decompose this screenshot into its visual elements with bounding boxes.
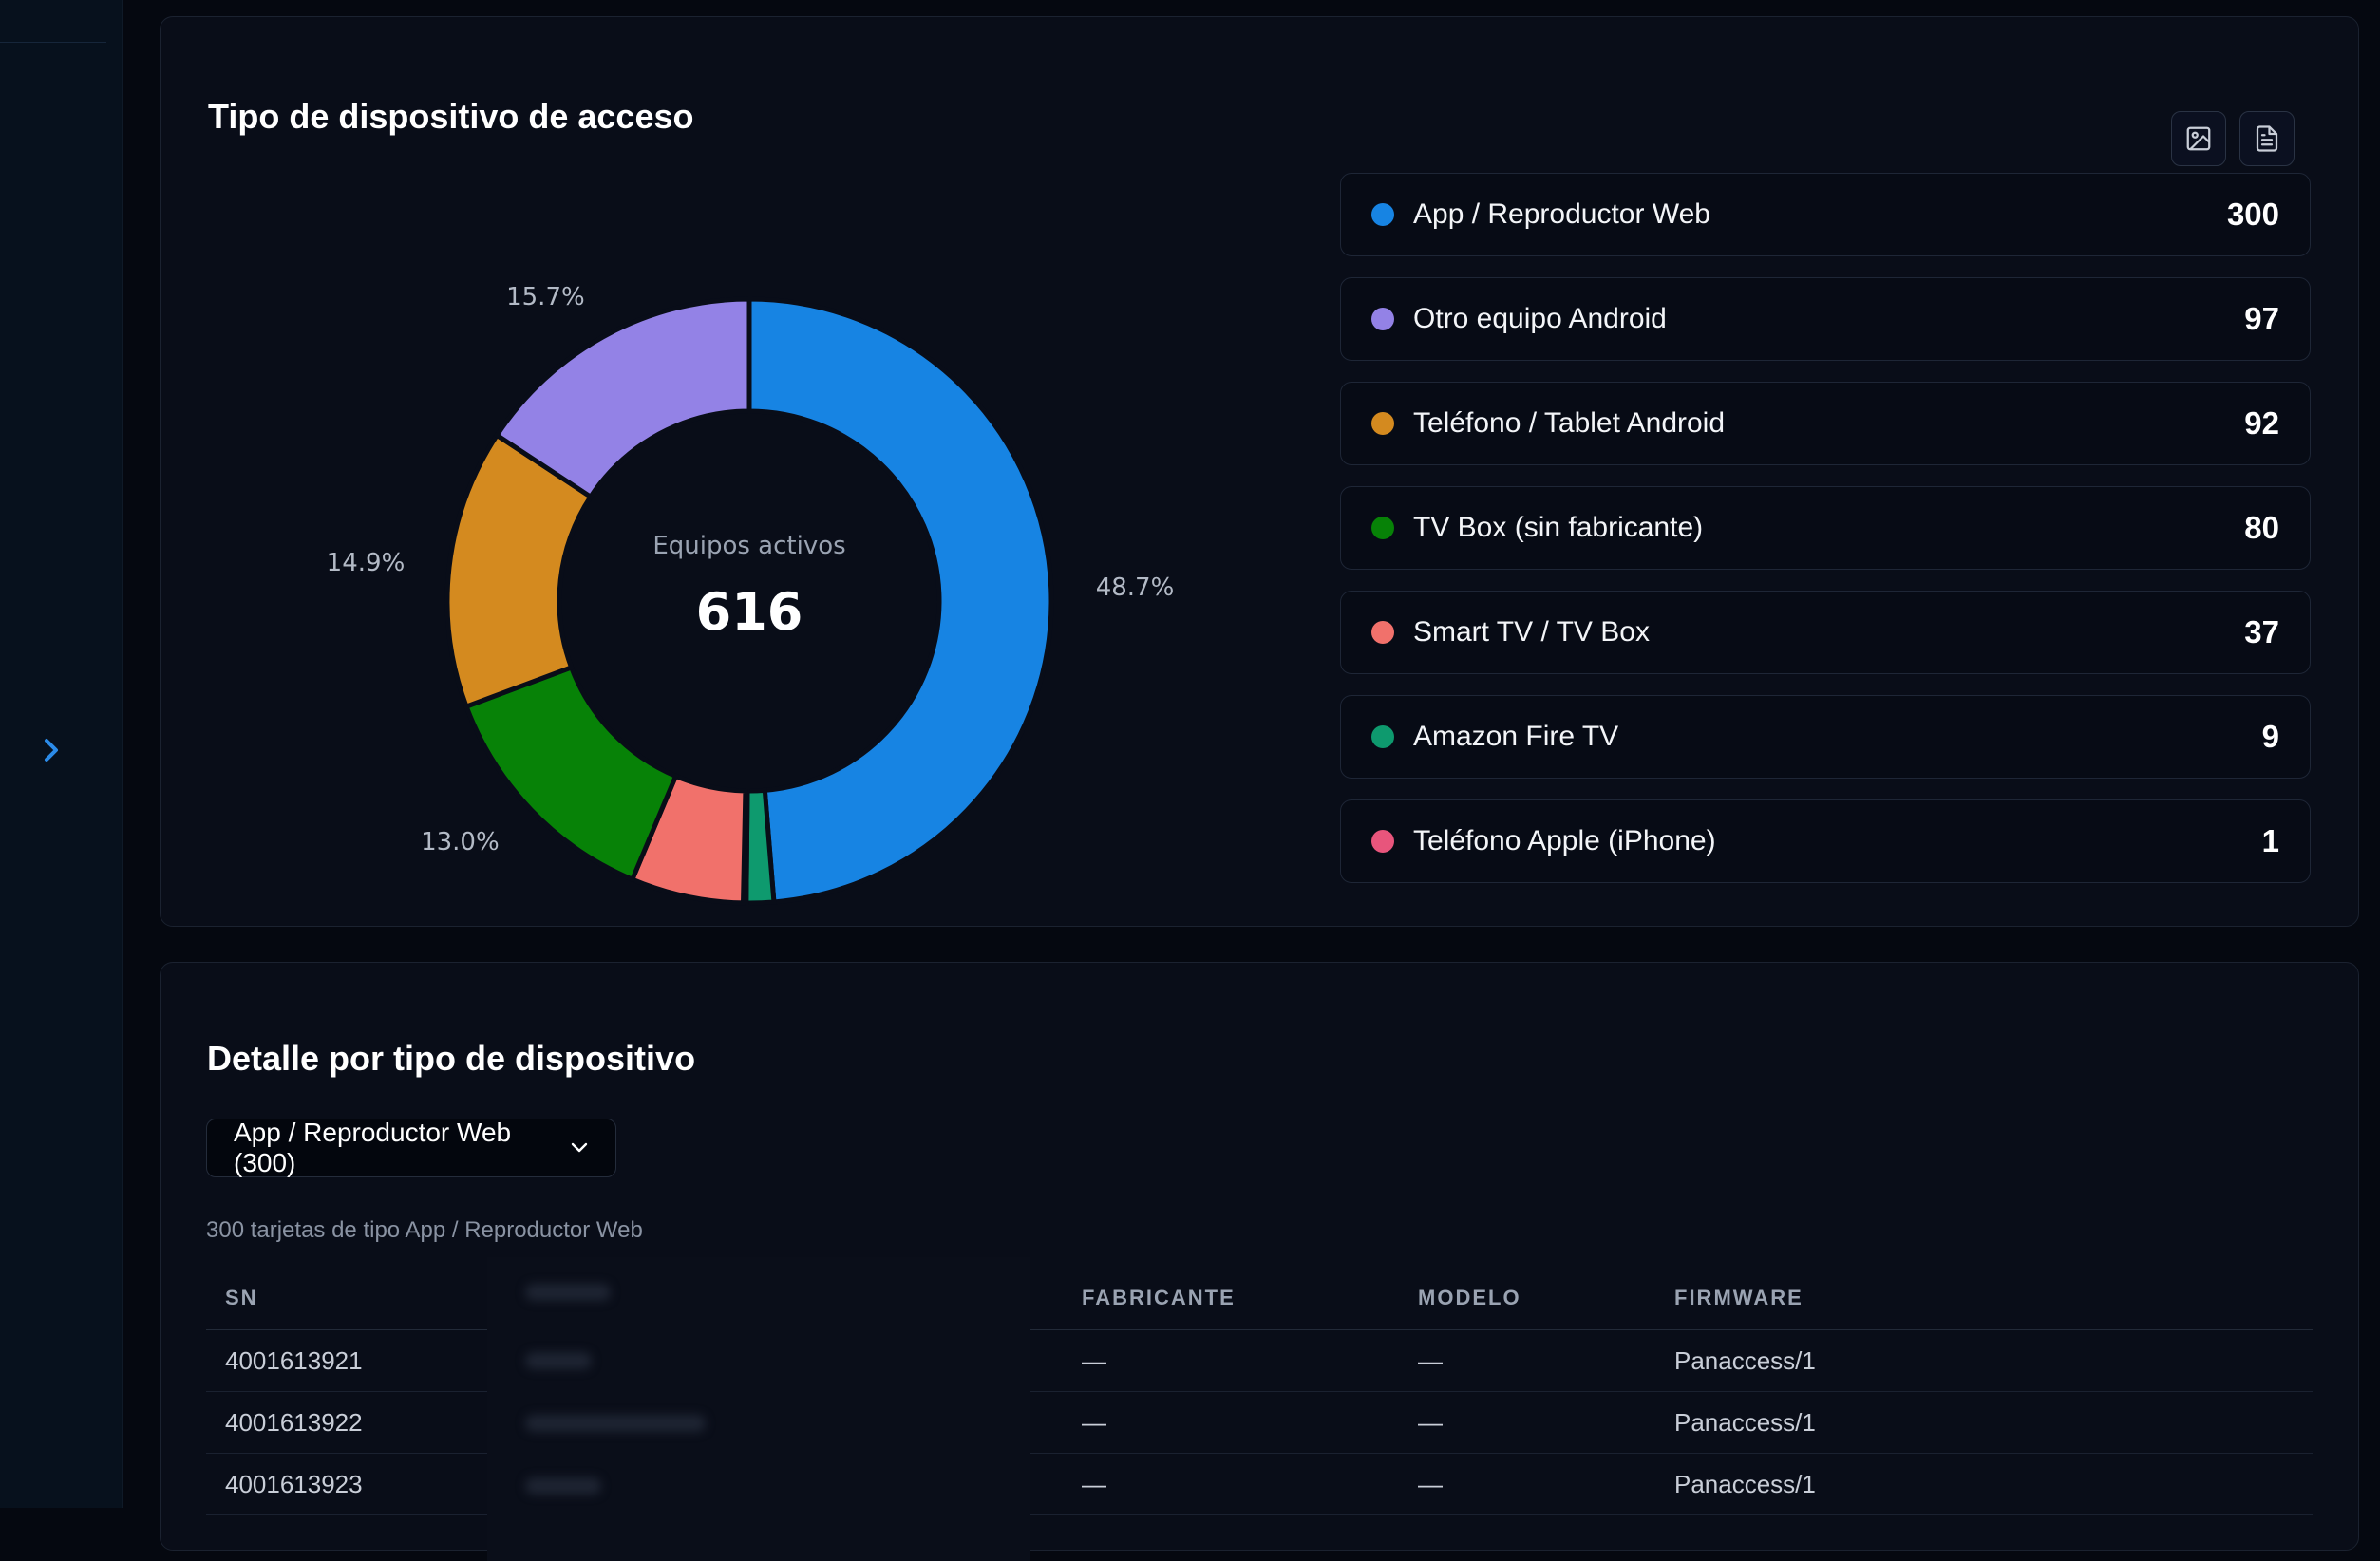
legend-item[interactable]: Teléfono / Tablet Android 92 [1340, 382, 2311, 465]
detail-title: Detalle por tipo de dispositivo [207, 1039, 696, 1078]
sidebar-divider [0, 42, 106, 43]
legend-label: Smart TV / TV Box [1413, 616, 1650, 648]
donut-chart: 48.7% 6.0% 13.0% 14.9% 15.7% Equipos activos… [327, 283, 1175, 928]
legend-value: 37 [2244, 614, 2279, 649]
legend-item[interactable]: TV Box (sin fabricante) 80 [1340, 486, 2311, 570]
legend-value: 92 [2244, 405, 2279, 441]
legend-label: Amazon Fire TV [1413, 721, 1619, 752]
detail-caption: 300 tarjetas de tipo App / Reproductor W… [206, 1217, 643, 1243]
redacted-text [525, 1415, 706, 1432]
cell-modelo: — [1418, 1407, 1443, 1437]
column-header-fabricante[interactable]: FABRICANTE [1082, 1286, 1236, 1309]
legend-label: TV Box (sin fabricante) [1413, 512, 1704, 543]
redacted-column [487, 1257, 1030, 1561]
legend-value: 300 [2226, 197, 2279, 232]
table-row[interactable]: 4001613922 — — Panaccess/1 [206, 1392, 2313, 1454]
legend-item[interactable]: App / Reproductor Web 300 [1340, 173, 2311, 256]
slice-percent-label: 15.7% [506, 283, 585, 311]
device-table: SN FABRICANTE MODELO FIRMWARE 4001613921… [206, 1267, 2313, 1515]
card-title: Tipo de dispositivo de acceso [208, 97, 694, 136]
chevron-down-icon [571, 1142, 588, 1153]
cell-firmware: Panaccess/1 [1674, 1469, 1816, 1498]
cell-sn: 4001613921 [225, 1345, 363, 1375]
cell-fabricante: — [1082, 1469, 1106, 1498]
slice-percent-label: 14.9% [327, 549, 406, 577]
cell-fabricante: — [1082, 1407, 1106, 1437]
device-type-select-value: App / Reproductor Web (300) [234, 1118, 512, 1177]
cell-firmware: Panaccess/1 [1674, 1407, 1816, 1437]
export-image-button[interactable] [2171, 111, 2226, 166]
legend-dot-icon [1371, 308, 1394, 330]
column-header-firmware[interactable]: FIRMWARE [1674, 1286, 1804, 1309]
legend-dot-icon [1371, 621, 1394, 644]
legend-item[interactable]: Amazon Fire TV 9 [1340, 695, 2311, 779]
donut-slice-0[interactable] [746, 296, 1054, 905]
sidebar [0, 0, 123, 1508]
legend-value: 97 [2244, 301, 2279, 336]
legend-dot-icon [1371, 725, 1394, 748]
chart-legend: App / Reproductor Web 300 Otro equipo Andr… [1340, 173, 2311, 904]
legend-label: Otro equipo Android [1413, 303, 1667, 334]
redacted-text [525, 1352, 592, 1369]
device-detail-card: Detalle por tipo de dispositivo App / Re… [160, 962, 2359, 1561]
chart-center-label: Equipos activos [652, 532, 845, 560]
legend-item[interactable]: Otro equipo Android 97 [1340, 277, 2311, 361]
legend-label: Teléfono / Tablet Android [1413, 407, 1726, 439]
chart-center-value: 616 [696, 582, 803, 642]
sidebar-expand-button[interactable] [34, 733, 68, 767]
legend-dot-icon [1371, 830, 1394, 853]
cell-firmware: Panaccess/1 [1674, 1345, 1816, 1375]
device-type-card: Tipo de dispositivo de acceso 48.7% 6.0% 1… [160, 16, 2359, 928]
slice-percent-label: 48.7% [1096, 574, 1175, 602]
legend-label: Teléfono Apple (iPhone) [1413, 825, 1716, 856]
device-type-select[interactable]: App / Reproductor Web (300) [206, 1118, 616, 1177]
donut-slice-6[interactable] [493, 296, 752, 500]
slice-percent-label: 13.0% [421, 828, 500, 856]
cell-fabricante: — [1082, 1345, 1106, 1375]
document-icon [2256, 125, 2278, 152]
legend-dot-icon [1371, 517, 1394, 539]
column-header-sn[interactable]: SN [225, 1286, 258, 1309]
legend-item[interactable]: Teléfono Apple (iPhone) 1 [1340, 799, 2311, 883]
legend-label: App / Reproductor Web [1413, 198, 1710, 230]
redacted-text [525, 1477, 601, 1495]
table-header: SN FABRICANTE MODELO FIRMWARE [206, 1267, 2313, 1330]
export-document-button[interactable] [2239, 111, 2295, 166]
cell-modelo: — [1418, 1345, 1443, 1375]
redacted-text [525, 1284, 611, 1301]
legend-dot-icon [1371, 412, 1394, 435]
legend-dot-icon [1371, 203, 1394, 226]
donut-slice-5[interactable] [444, 431, 595, 710]
legend-item[interactable]: Smart TV / TV Box 37 [1340, 591, 2311, 674]
cell-sn: 4001613922 [225, 1407, 363, 1437]
cell-modelo: — [1418, 1469, 1443, 1498]
legend-value: 9 [2261, 719, 2279, 754]
column-header-modelo[interactable]: MODELO [1418, 1286, 1521, 1309]
image-icon [2186, 126, 2211, 151]
table-row[interactable]: 4001613921 — — Panaccess/1 [206, 1330, 2313, 1392]
chevron-right-icon [45, 739, 58, 762]
legend-value: 1 [2261, 823, 2279, 858]
slice-percent-label: 6.0% [646, 927, 708, 928]
legend-value: 80 [2244, 510, 2279, 545]
cell-sn: 4001613923 [225, 1469, 363, 1498]
